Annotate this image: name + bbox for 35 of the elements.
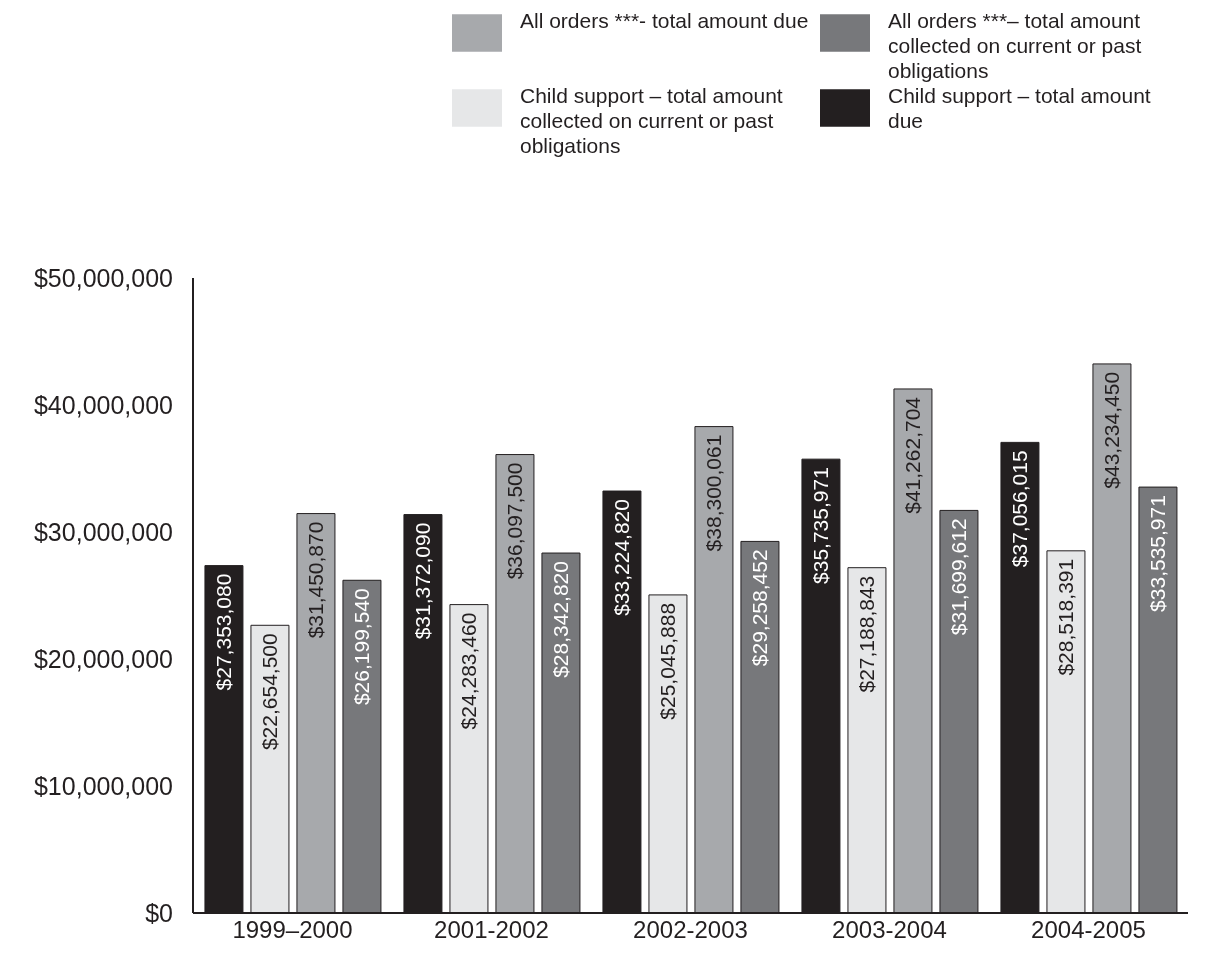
- x-tick-label: 2003-2004: [832, 916, 947, 944]
- y-tick-label: $0: [145, 898, 173, 927]
- legend-label: Child support – total amount collected on current or past obligations: [520, 83, 784, 158]
- data-label: $33,224,820: [610, 499, 634, 616]
- y-tick-label: $40,000,000: [33, 390, 173, 419]
- data-label: $29,258,452: [748, 549, 772, 667]
- y-tick-label: $30,000,000: [33, 517, 173, 546]
- y-tick-label: $20,000,000: [33, 644, 173, 673]
- x-tick-label: 2002-2003: [633, 916, 748, 944]
- data-label: $38,300,061: [702, 434, 726, 552]
- x-tick-label: 1999–2000: [232, 916, 353, 944]
- data-label: $25,045,888: [656, 602, 680, 720]
- data-label: $37,056,015: [1008, 450, 1032, 568]
- data-label: $27,188,843: [855, 575, 879, 693]
- data-label: $33,535,971: [1146, 495, 1170, 612]
- data-label: $41,262,704: [901, 396, 925, 514]
- data-label: $27,353,080: [212, 573, 236, 691]
- data-label: $24,283,460: [457, 612, 481, 730]
- data-label: $36,097,500: [503, 462, 527, 580]
- legend-label: All orders ***– total amount collected on current or past obligations: [888, 8, 1143, 83]
- legend-label: All orders ***- total amount due: [520, 8, 810, 33]
- y-tick-label: $10,000,000: [33, 771, 173, 800]
- data-label: $43,234,450: [1100, 371, 1124, 489]
- data-label: $35,735,971: [809, 467, 833, 584]
- data-label: $31,450,870: [304, 521, 328, 639]
- x-tick-label: 2004-2005: [1031, 916, 1146, 944]
- data-label: $31,699,612: [947, 518, 971, 636]
- data-label: $28,518,391: [1054, 558, 1078, 676]
- data-label: $31,372,090: [411, 522, 435, 640]
- y-tick-label: $50,000,000: [33, 263, 173, 292]
- data-label: $28,342,820: [549, 561, 573, 678]
- data-label: $22,654,500: [258, 633, 282, 751]
- x-tick-label: 2001-2002: [434, 916, 549, 944]
- legend-label: Child support – total amount due: [888, 83, 1152, 133]
- data-label: $26,199,540: [350, 588, 374, 706]
